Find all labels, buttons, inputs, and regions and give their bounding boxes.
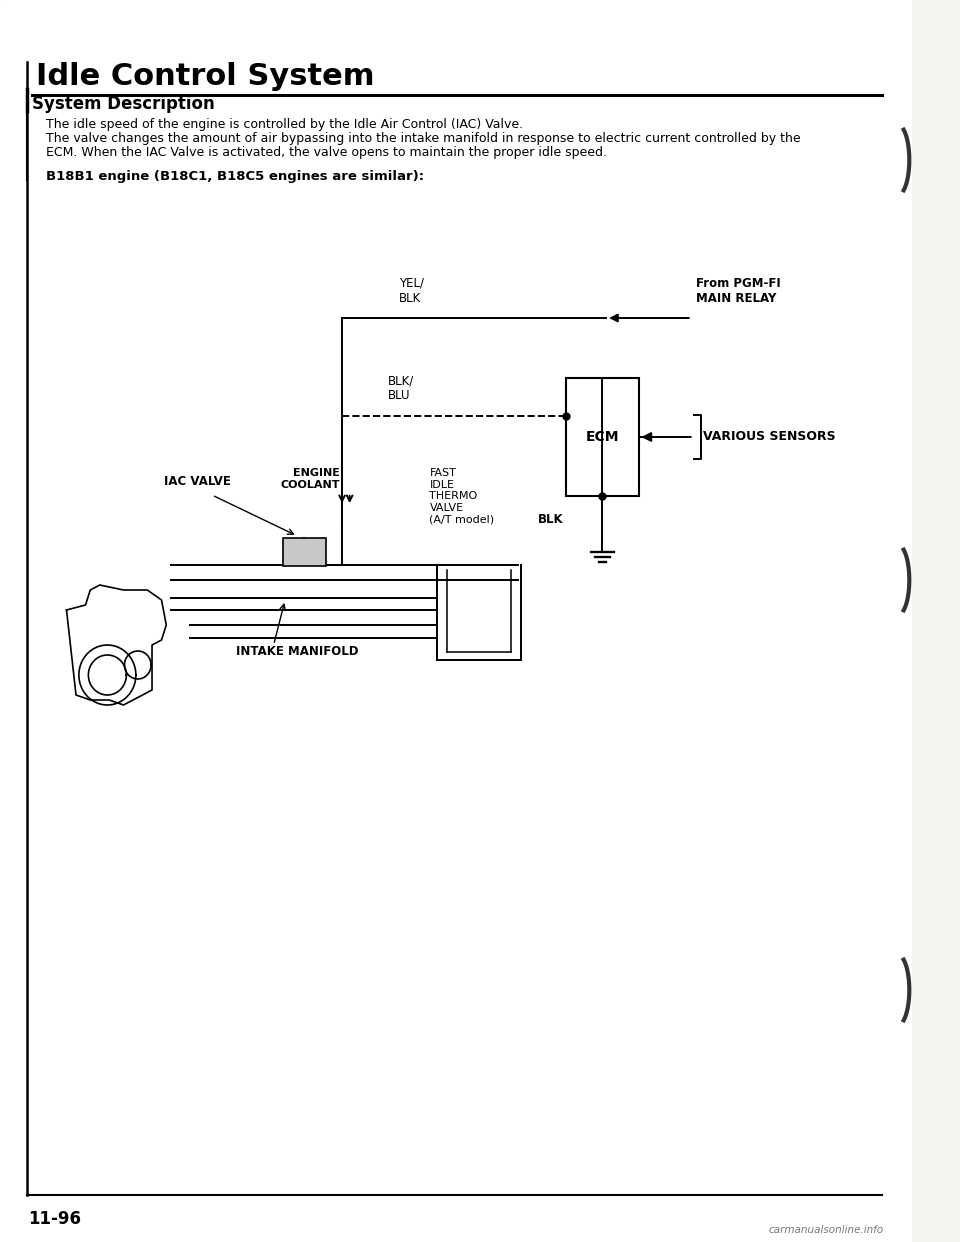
Text: VARIOUS SENSORS: VARIOUS SENSORS	[703, 431, 836, 443]
Text: INTAKE MANIFOLD: INTAKE MANIFOLD	[235, 645, 358, 658]
Text: The valve changes the amount of air bypassing into the intake manifold in respon: The valve changes the amount of air bypa…	[46, 132, 801, 145]
Text: 11-96: 11-96	[29, 1210, 82, 1228]
Text: BLK/
BLU: BLK/ BLU	[388, 374, 414, 402]
Text: System Description: System Description	[33, 94, 215, 113]
Text: From PGM-FI
MAIN RELAY: From PGM-FI MAIN RELAY	[696, 277, 780, 306]
Text: Idle Control System: Idle Control System	[36, 62, 374, 91]
Text: FAST
IDLE
THERMO
VALVE
(A/T model): FAST IDLE THERMO VALVE (A/T model)	[429, 468, 494, 524]
Text: ECM. When the IAC Valve is activated, the valve opens to maintain the proper idl: ECM. When the IAC Valve is activated, th…	[46, 147, 607, 159]
Text: ECM: ECM	[586, 430, 619, 443]
Bar	[566, 378, 638, 496]
Bar	[283, 538, 325, 566]
Text: ENGINE
COOLANT: ENGINE COOLANT	[280, 468, 340, 489]
Text: The idle speed of the engine is controlled by the Idle Air Control (IAC) Valve.: The idle speed of the engine is controll…	[46, 118, 523, 130]
Text: BLK: BLK	[539, 513, 564, 527]
Text: B18B1 engine (B18C1, B18C5 engines are similar):: B18B1 engine (B18C1, B18C5 engines are s…	[46, 170, 423, 183]
Text: YEL/
BLK: YEL/ BLK	[399, 277, 424, 306]
Text: IAC VALVE: IAC VALVE	[164, 474, 231, 488]
Text: carmanualsonline.info: carmanualsonline.info	[768, 1225, 883, 1235]
